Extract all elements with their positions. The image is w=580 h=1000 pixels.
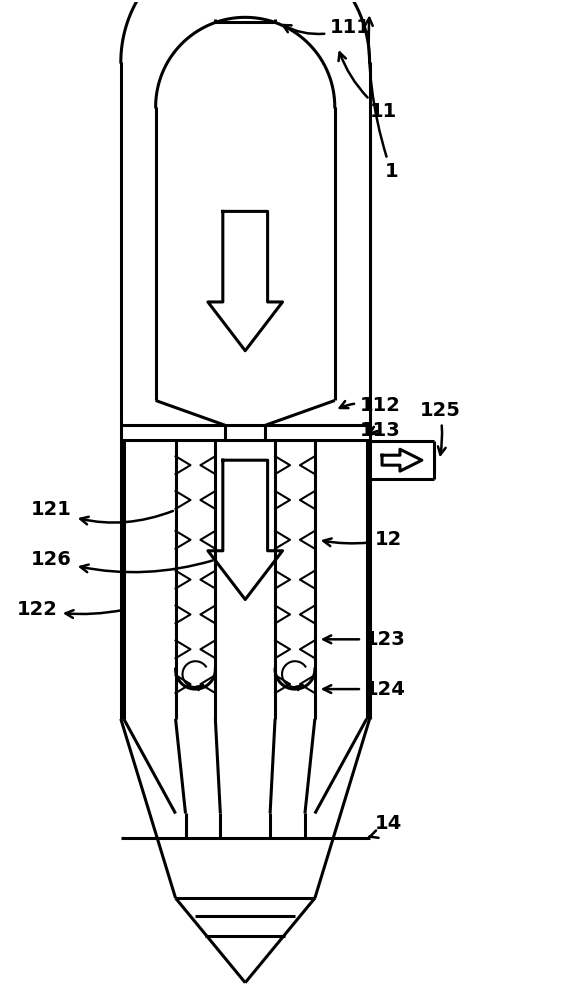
Text: 124: 124 [324,680,405,699]
Text: 123: 123 [324,630,405,649]
Text: 1: 1 [365,18,398,181]
Polygon shape [208,460,282,600]
Text: 126: 126 [31,550,213,572]
Text: 14: 14 [369,814,402,838]
Text: 125: 125 [419,401,461,455]
Text: 12: 12 [323,530,402,549]
Text: 122: 122 [16,600,123,619]
Text: 113: 113 [360,421,400,440]
Text: 111: 111 [283,18,371,37]
Polygon shape [382,449,422,471]
Text: 11: 11 [339,52,397,121]
Text: 112: 112 [340,396,401,415]
Text: 121: 121 [31,500,173,524]
Polygon shape [208,211,282,351]
